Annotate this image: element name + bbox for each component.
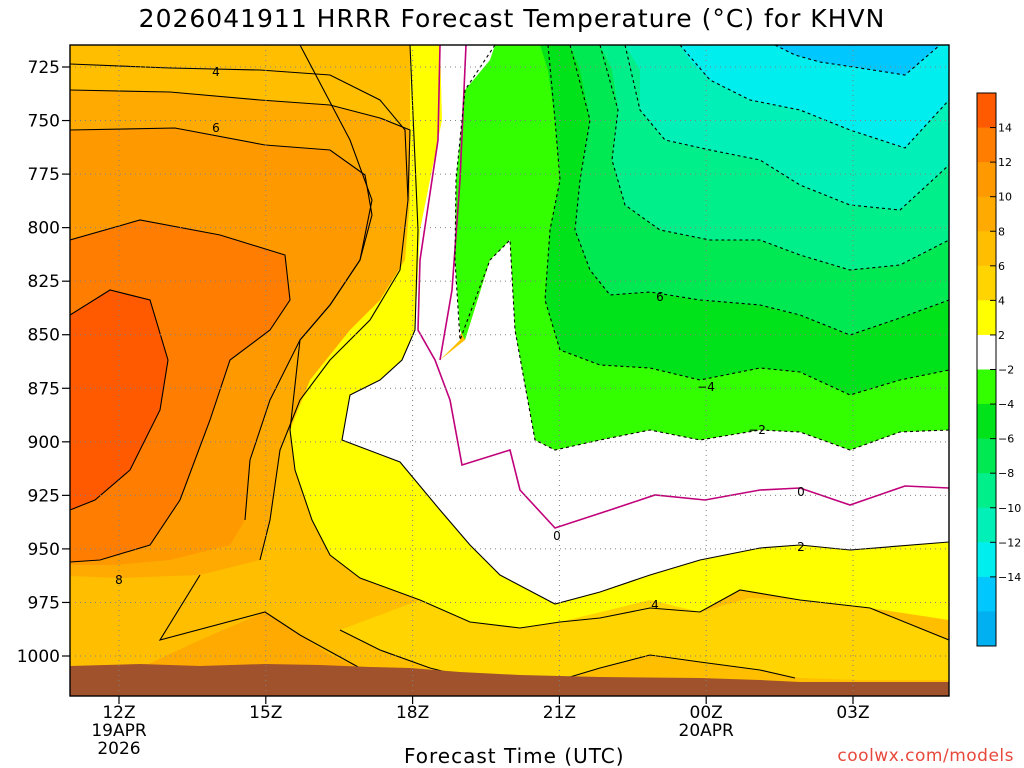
colorbar-label: 2 xyxy=(998,329,1005,342)
cold-contour-lines xyxy=(454,45,949,451)
y-axis: 725 750 775 800 825 850 875 900 925 950 975 1000 xyxy=(17,58,70,667)
colorbar-label: −8 xyxy=(998,467,1014,480)
colorbar-swatch xyxy=(977,196,996,232)
grid-lines xyxy=(70,45,949,696)
contour-label: 6 xyxy=(212,121,220,135)
x-tick-label: 15Z xyxy=(249,703,282,723)
colorbar-label: −12 xyxy=(998,536,1021,549)
colorbar-swatch xyxy=(977,162,996,198)
chart-title: 2026041911 HRRR Forecast Temperature (°C… xyxy=(138,4,886,33)
x-tick-label: 00Z xyxy=(690,703,723,723)
y-tick-label: 950 xyxy=(28,540,60,560)
colorbar-swatch xyxy=(977,542,996,578)
colorbar-swatch xyxy=(977,576,996,612)
y-tick-label: 925 xyxy=(28,486,60,506)
y-tick-label: 750 xyxy=(28,112,60,132)
colorbar-label: 14 xyxy=(998,122,1012,135)
colorbar-swatch xyxy=(977,127,996,163)
y-tick-label: 775 xyxy=(28,165,60,185)
y-tick-label: 800 xyxy=(28,219,60,239)
x-tick-label: 12Z xyxy=(102,703,135,723)
colorbar-label: −4 xyxy=(998,398,1014,411)
colorbar-label: −2 xyxy=(998,364,1014,377)
band-4 xyxy=(290,45,949,628)
x-tick-label: 18Z xyxy=(396,703,429,723)
x-axis-label: Forecast Time (UTC) xyxy=(404,744,625,768)
y-tick-label: 875 xyxy=(28,379,60,399)
terrain xyxy=(70,664,949,696)
contour-label: 6 xyxy=(656,290,664,304)
colorbar-label: 8 xyxy=(998,225,1005,238)
colorbar-label: −10 xyxy=(998,502,1021,515)
x-tick-label: 20APR xyxy=(679,721,735,741)
x-tick-label: 19APR xyxy=(91,721,147,741)
band-4-lower xyxy=(340,598,949,680)
colorbar-label: −14 xyxy=(998,571,1021,584)
colorbar-swatch xyxy=(977,611,996,647)
colorbar-swatch xyxy=(977,438,996,474)
colorbar-swatch xyxy=(977,404,996,440)
colorbar-swatch xyxy=(977,473,996,509)
band-0-mid xyxy=(342,240,949,604)
contour-label: −4 xyxy=(697,380,715,394)
y-tick-label: 725 xyxy=(28,58,60,78)
y-tick-label: 1000 xyxy=(17,647,60,667)
contour-label: 4 xyxy=(651,598,659,612)
colorbar-label: −6 xyxy=(998,433,1014,446)
band-8-ground xyxy=(140,612,360,668)
colorbar-label: 12 xyxy=(998,156,1012,169)
freezing-level-line-upper xyxy=(439,45,467,361)
colorbar-label: 10 xyxy=(998,191,1012,204)
colorbar-label: 4 xyxy=(998,294,1005,307)
y-tick-label: 975 xyxy=(28,593,60,613)
filled-contours xyxy=(70,45,949,696)
freezing-level-line xyxy=(417,45,949,529)
warm-contour-lines xyxy=(70,45,949,681)
contour-labels: 4 6 8 6 −4 −2 0 0 2 4 xyxy=(115,65,805,612)
colorbar-swatch xyxy=(977,369,996,405)
colorbar-swatch xyxy=(977,265,996,301)
colorbar-swatch xyxy=(977,334,996,370)
contour-label: 0 xyxy=(797,485,805,499)
colorbar: 14 12 10 8 6 4 2 −2 −4 −6 −8 −10 −12 −14 xyxy=(976,92,1021,647)
x-tick-label: 21Z xyxy=(543,703,576,723)
colorbar-swatch xyxy=(977,231,996,267)
x-tick-label: 03Z xyxy=(836,703,869,723)
contour-label: 8 xyxy=(115,573,123,587)
y-tick-label: 900 xyxy=(28,433,60,453)
x-tick-label: 2026 xyxy=(97,739,140,759)
plot-frame xyxy=(69,44,950,697)
contour-label: 2 xyxy=(797,540,805,554)
credit-link[interactable]: coolwx.com/models xyxy=(837,746,1014,766)
colorbar-swatch xyxy=(977,300,996,336)
colorbar-swatch xyxy=(977,507,996,543)
contour-label: 4 xyxy=(212,65,220,79)
y-tick-label: 850 xyxy=(28,326,60,346)
contour-label: 0 xyxy=(553,529,561,543)
y-tick-label: 825 xyxy=(28,272,60,292)
band-minus14 xyxy=(775,45,940,75)
colorbar-swatch xyxy=(977,93,996,129)
contour-label: −2 xyxy=(748,423,766,437)
colorbar-label: 6 xyxy=(998,260,1005,273)
